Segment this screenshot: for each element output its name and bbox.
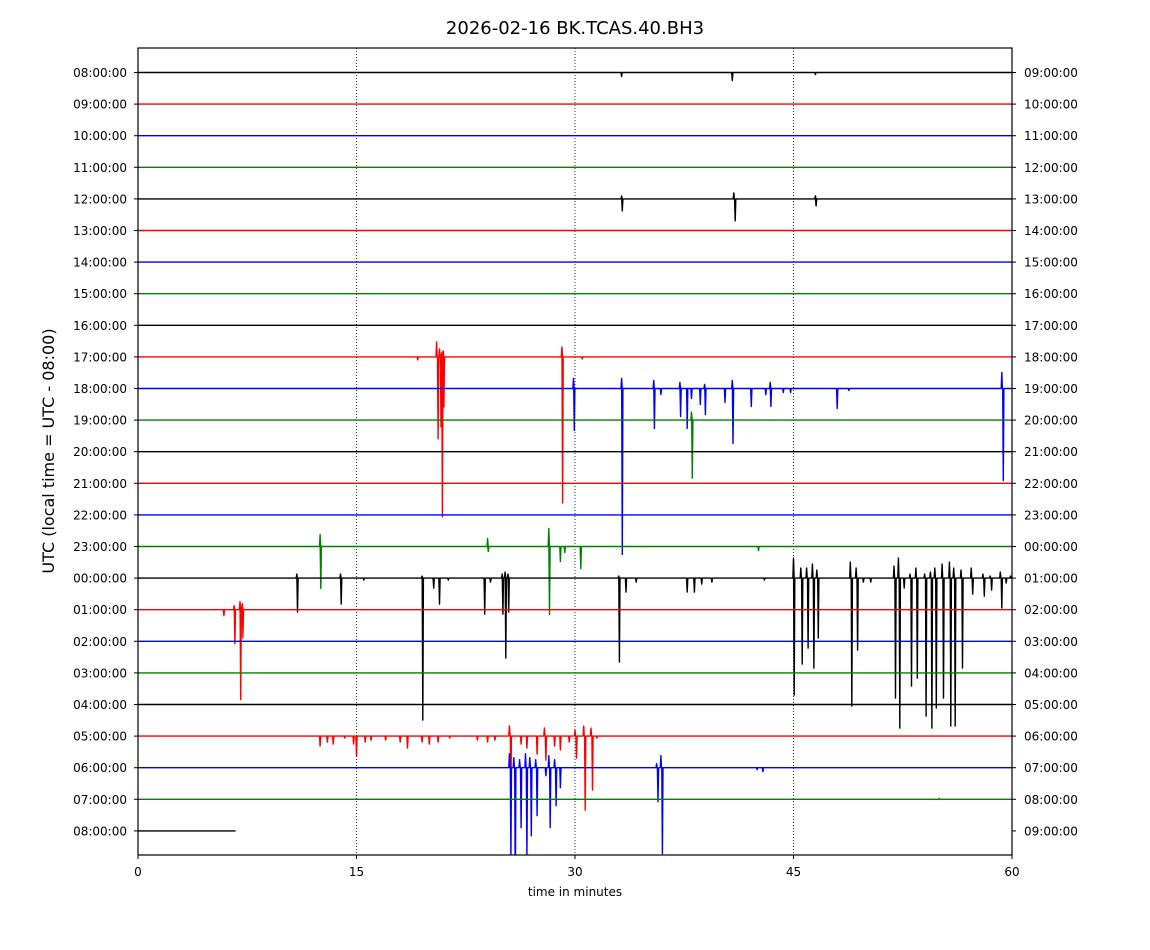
row-time-label-left: 23:00:00 bbox=[73, 540, 127, 554]
row-time-label-left: 06:00:00 bbox=[73, 761, 127, 775]
row-time-label-left: 10:00:00 bbox=[73, 129, 127, 143]
row-time-label-right: 04:00:00 bbox=[1024, 666, 1078, 680]
row-time-label-left: 16:00:00 bbox=[73, 319, 127, 333]
trace-line bbox=[138, 527, 1012, 616]
trace-line bbox=[138, 411, 1012, 479]
trace-line bbox=[138, 371, 1012, 556]
row-time-label-right: 11:00:00 bbox=[1024, 129, 1078, 143]
x-tick-label: 0 bbox=[134, 865, 142, 879]
row-time-label-right: 02:00:00 bbox=[1024, 603, 1078, 617]
row-time-label-right: 00:00:00 bbox=[1024, 540, 1078, 554]
row-time-label-left: 09:00:00 bbox=[73, 98, 127, 112]
x-axis-ticks: 0 15 30 45 60 bbox=[134, 855, 1020, 879]
x-tick-label: 60 bbox=[1004, 865, 1019, 879]
row-time-label-left: 11:00:00 bbox=[73, 161, 127, 175]
row-time-label-right: 14:00:00 bbox=[1024, 224, 1078, 238]
row-time-label-left: 12:00:00 bbox=[73, 192, 127, 206]
row-time-label-left: 08:00:00 bbox=[73, 66, 127, 80]
row-time-label-right: 09:00:00 bbox=[1024, 824, 1078, 838]
row-time-label-right: 16:00:00 bbox=[1024, 287, 1078, 301]
grid-lines bbox=[356, 48, 794, 855]
y-axis-label: UTC (local time = UTC - 08:00) bbox=[39, 328, 58, 573]
row-time-label-left: 07:00:00 bbox=[73, 793, 127, 807]
row-time-label-left: 20:00:00 bbox=[73, 445, 127, 459]
row-time-label-right: 20:00:00 bbox=[1024, 414, 1078, 428]
row-time-label-right: 03:00:00 bbox=[1024, 635, 1078, 649]
trace-line bbox=[138, 725, 1012, 811]
row-time-label-right: 08:00:00 bbox=[1024, 793, 1078, 807]
row-time-label-left: 17:00:00 bbox=[73, 350, 127, 364]
row-time-label-left: 13:00:00 bbox=[73, 224, 127, 238]
row-time-label-left: 02:00:00 bbox=[73, 635, 127, 649]
row-time-label-left: 01:00:00 bbox=[73, 603, 127, 617]
row-time-label-left: 18:00:00 bbox=[73, 382, 127, 396]
row-time-label-left: 22:00:00 bbox=[73, 508, 127, 522]
trace-line bbox=[138, 753, 1012, 855]
row-time-label-right: 01:00:00 bbox=[1024, 572, 1078, 586]
row-time-label-left: 08:00:00 bbox=[73, 824, 127, 838]
row-time-label-right: 17:00:00 bbox=[1024, 319, 1078, 333]
trace-group bbox=[138, 71, 1012, 855]
row-time-label-right: 06:00:00 bbox=[1024, 730, 1078, 744]
row-time-label-left: 04:00:00 bbox=[73, 698, 127, 712]
row-time-label-left: 14:00:00 bbox=[73, 256, 127, 270]
row-time-label-left: 00:00:00 bbox=[73, 572, 127, 586]
trace-line bbox=[138, 341, 1012, 518]
row-time-label-right: 10:00:00 bbox=[1024, 98, 1078, 112]
row-time-label-right: 18:00:00 bbox=[1024, 350, 1078, 364]
row-time-label-right: 21:00:00 bbox=[1024, 445, 1078, 459]
row-time-label-right: 09:00:00 bbox=[1024, 66, 1078, 80]
trace-line bbox=[138, 797, 1012, 800]
row-time-label-right: 22:00:00 bbox=[1024, 477, 1078, 491]
x-tick-label: 30 bbox=[567, 865, 582, 879]
row-time-label-left: 21:00:00 bbox=[73, 477, 127, 491]
row-time-label-left: 15:00:00 bbox=[73, 287, 127, 301]
row-time-label-left: 05:00:00 bbox=[73, 730, 127, 744]
x-tick-label: 15 bbox=[349, 865, 364, 879]
row-time-label-right: 05:00:00 bbox=[1024, 698, 1078, 712]
row-time-label-left: 19:00:00 bbox=[73, 414, 127, 428]
row-time-label-right: 12:00:00 bbox=[1024, 161, 1078, 175]
row-time-label-right: 19:00:00 bbox=[1024, 382, 1078, 396]
trace-line bbox=[138, 71, 1012, 82]
row-time-label-right: 07:00:00 bbox=[1024, 761, 1078, 775]
row-time-label-right: 13:00:00 bbox=[1024, 192, 1078, 206]
left-time-labels: 08:00:00 09:00:00 10:00:00 11:00:00 12:00:00… bbox=[73, 66, 138, 838]
trace-line bbox=[138, 557, 1012, 729]
x-axis-label: time in minutes bbox=[528, 885, 622, 899]
row-time-label-right: 23:00:00 bbox=[1024, 508, 1078, 522]
right-time-labels: 09:00:00 10:00:00 11:00:00 12:00:00 13:00:00… bbox=[1012, 66, 1078, 838]
chart-title: 2026-02-16 BK.TCAS.40.BH3 bbox=[446, 18, 704, 39]
row-time-label-right: 15:00:00 bbox=[1024, 256, 1078, 270]
trace-line bbox=[138, 192, 1012, 222]
row-time-label-left: 03:00:00 bbox=[73, 666, 127, 680]
trace-line bbox=[138, 601, 1012, 701]
x-tick-label: 45 bbox=[786, 865, 801, 879]
